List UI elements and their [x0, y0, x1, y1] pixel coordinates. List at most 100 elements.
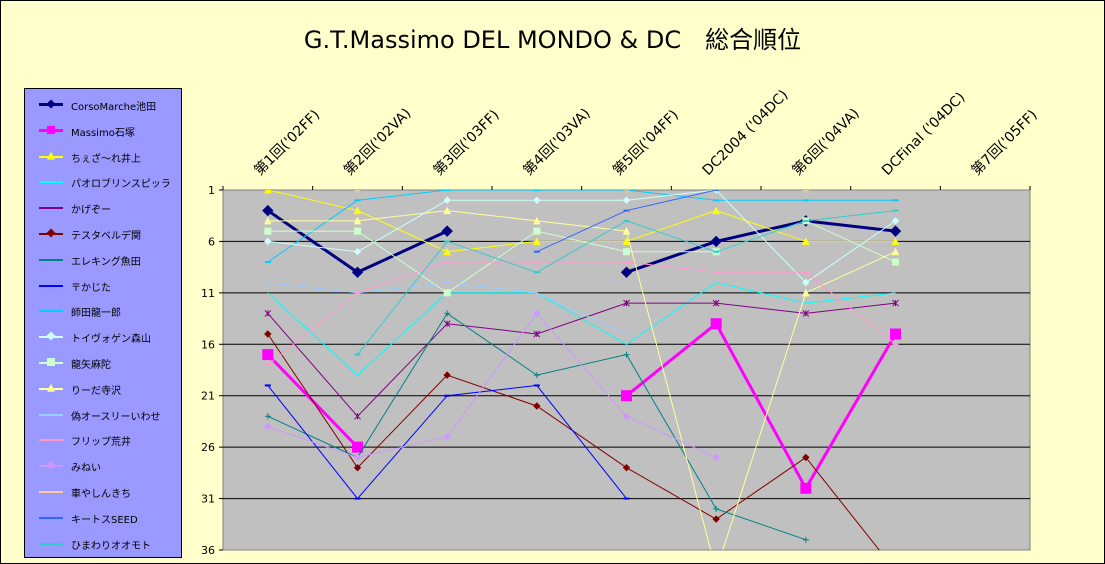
data-point: [443, 433, 451, 441]
series-15: [354, 190, 809, 193]
x-category-label: 第7回('05FF): [968, 106, 1041, 179]
data-point: [533, 216, 541, 225]
series-14: [264, 309, 720, 462]
data-point: [623, 299, 630, 307]
series-16: [533, 190, 720, 253]
data-point: [892, 299, 899, 307]
data-point: [441, 225, 453, 237]
series-13: [264, 261, 899, 366]
data-point: [443, 320, 451, 328]
legend-item: 偽オースリーいわせ: [25, 402, 181, 428]
x-category-label: DCFinal ('04DC): [879, 89, 968, 178]
data-point: [712, 515, 720, 523]
legend-label: 龍矢麻陀: [71, 360, 111, 371]
legend-item: りーだ寺沢: [25, 376, 181, 402]
data-point: [353, 453, 362, 462]
legend-swatch-marker: [47, 383, 55, 392]
legend-label: ちぇざ～れ井上: [71, 153, 141, 165]
legend-swatch-marker: [47, 151, 55, 160]
x-category-label: 第3回('03FF): [430, 106, 503, 179]
data-point: [622, 412, 631, 420]
y-tick-label: 31: [201, 493, 215, 506]
data-point: [800, 482, 812, 494]
y-tick-label: 1: [208, 184, 215, 197]
legend-label: キートスSEED: [71, 514, 138, 526]
series-line: [267, 261, 896, 366]
data-point: [533, 402, 541, 410]
data-point: [443, 289, 451, 297]
legend-swatch-line: [39, 310, 63, 313]
data-point: [443, 196, 451, 204]
data-point: [712, 206, 720, 215]
data-point: [889, 225, 902, 237]
data-point: [891, 247, 900, 256]
legend-swatch-line: [39, 207, 63, 210]
y-tick-label: 36: [201, 544, 215, 557]
x-category-label: 第4回('03VA): [520, 105, 594, 179]
legend-item: フリップ荒井: [25, 427, 181, 453]
legend-swatch-line: [39, 413, 63, 416]
data-point: [353, 216, 362, 225]
x-category-label: 第2回('02VA): [340, 105, 414, 179]
data-point: [444, 310, 451, 317]
legend-item: 龍矢麻陀: [25, 350, 181, 376]
data-point: [264, 310, 272, 317]
legend-item: トイヴォゲン森山: [25, 324, 181, 350]
legend-label: テスタベルデ関: [71, 231, 141, 242]
legend-item: キートスSEED: [25, 505, 181, 531]
data-point: [802, 190, 809, 193]
series-8: [264, 190, 899, 263]
legend-swatch-line: [39, 439, 63, 442]
y-tick-label: 6: [208, 235, 215, 248]
data-point: [262, 204, 274, 217]
legend-label: かげぞー: [71, 205, 111, 217]
data-point: [352, 441, 363, 453]
x-category-label: 第1回('02FF): [251, 106, 324, 179]
data-point: [353, 464, 362, 472]
data-point: [623, 351, 630, 358]
series-line: [625, 321, 897, 492]
legend-item: パオロブリンスピッラ: [25, 169, 181, 195]
data-point: [351, 266, 364, 278]
chart-title: G.T.Massimo DEL MONDO & DC 総合順位: [303, 26, 802, 54]
legend-swatch-marker: [47, 358, 55, 366]
data-point: [264, 413, 271, 420]
data-point: [264, 237, 272, 246]
data-point: [802, 288, 810, 297]
series-4: [264, 299, 899, 420]
data-point: [533, 309, 541, 318]
data-point: [622, 227, 631, 235]
data-point: [623, 248, 630, 256]
data-point: [802, 237, 810, 245]
data-point: [353, 248, 362, 256]
legend-swatch-line: [39, 258, 63, 261]
data-point: [262, 349, 274, 361]
y-tick-label: 16: [201, 338, 215, 351]
data-point: [890, 328, 901, 340]
data-point: [713, 505, 720, 512]
legend-label: 師田龍一郎: [71, 308, 121, 320]
data-point: [353, 206, 362, 215]
series-line: [267, 190, 896, 284]
legend-label: ひまわりオオモト: [71, 540, 151, 552]
y-tick-label: 11: [201, 287, 215, 300]
data-point: [622, 237, 631, 245]
data-point: [533, 196, 541, 204]
data-point: [622, 196, 631, 204]
x-category-label: 第6回('04VA): [789, 105, 863, 179]
legend-swatch-line: [39, 181, 63, 184]
series-17: [354, 209, 899, 356]
legend-swatch-line: [39, 516, 63, 519]
data-point: [354, 190, 361, 193]
data-point: [710, 235, 722, 248]
legend-label: みねい: [71, 463, 101, 475]
data-point: [264, 216, 272, 225]
data-point: [712, 453, 720, 462]
legend-swatch-line: [39, 542, 63, 545]
legend-swatch-line: [39, 491, 63, 493]
legend: CorsoMarche池田 Massimo石塚 ちぇざ～れ井上 パオロブリンスピッラか…: [24, 88, 182, 558]
data-point: [712, 299, 720, 307]
series-group: [262, 190, 902, 550]
data-point: [533, 227, 541, 235]
data-point: [264, 330, 272, 338]
